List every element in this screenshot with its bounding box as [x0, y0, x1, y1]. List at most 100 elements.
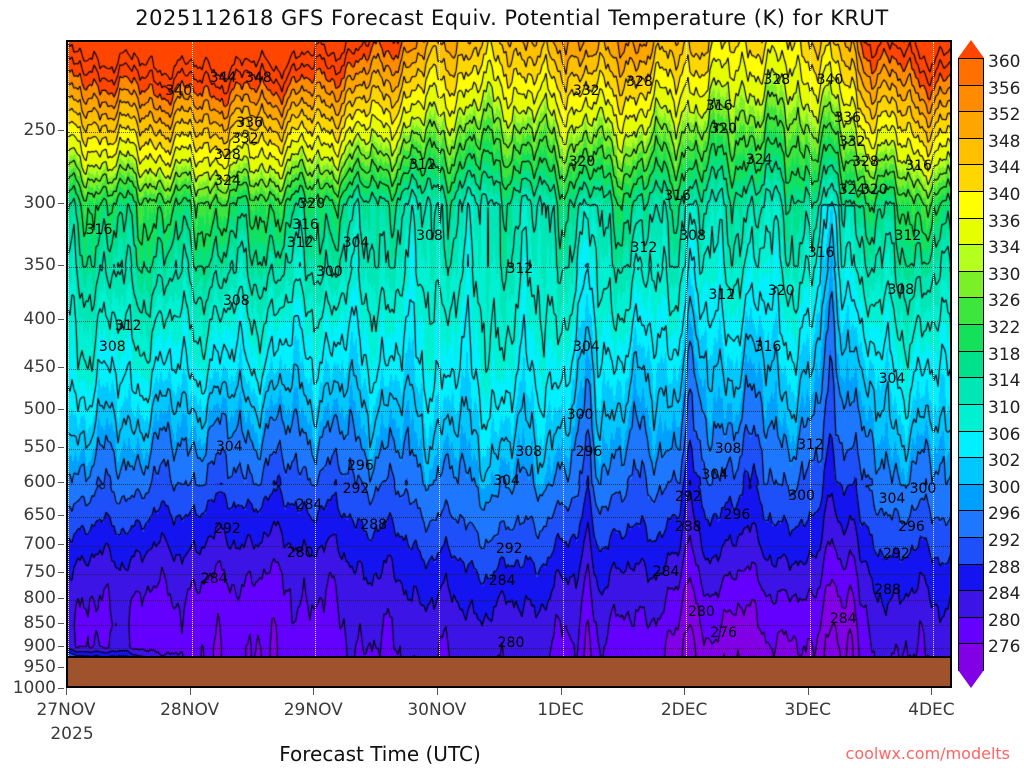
contour-label: 316 — [85, 221, 113, 238]
y-axis-tick-label: 850 — [23, 612, 56, 633]
y-axis-tick — [58, 366, 64, 368]
x-axis-tick-label: 3DEC — [784, 700, 832, 720]
colorbar-tick-label: 344 — [988, 158, 1021, 179]
gridline-horizontal — [68, 516, 950, 518]
contour-label: 312 — [797, 437, 824, 454]
contour-label: 308 — [98, 338, 126, 355]
y-axis-tick-label: 700 — [23, 534, 56, 555]
gridline-horizontal — [68, 647, 950, 649]
colorbar-swatch — [958, 563, 984, 592]
y-axis-tick — [58, 598, 64, 600]
colorbar-under-arrow — [958, 670, 984, 688]
y-axis-tick-label: 350 — [23, 255, 56, 276]
gridline-horizontal — [68, 410, 950, 412]
colorbar-tick-label: 302 — [988, 451, 1021, 472]
y-axis-tick — [58, 203, 64, 205]
contour-label: 312 — [630, 240, 658, 257]
x-axis-tick — [931, 688, 933, 695]
contour-label: 328 — [626, 74, 653, 91]
contour-label: 312 — [708, 286, 736, 303]
colorbar-swatch — [958, 457, 984, 486]
contour-label: 336 — [236, 115, 263, 131]
y-axis-tick-label: 300 — [23, 193, 56, 214]
contour-label: 320 — [767, 283, 795, 300]
credit-link[interactable]: coolwx.com/modelts — [845, 744, 1010, 763]
y-axis-tick — [58, 319, 64, 321]
colorbar-swatch — [958, 324, 984, 353]
contour-label: 304 — [572, 338, 600, 355]
gridline-horizontal — [68, 574, 950, 576]
colorbar-swatch — [958, 297, 984, 326]
colorbar-tick-label: 352 — [988, 105, 1021, 126]
gridline-vertical — [562, 42, 564, 686]
colorbar-swatch — [958, 137, 984, 166]
contour-label: 292 — [214, 521, 241, 538]
y-axis-tick — [58, 408, 64, 410]
contour-label: 284 — [200, 570, 228, 587]
y-axis-tick-label: 900 — [23, 635, 56, 656]
contour-label: 280 — [497, 635, 525, 652]
y-axis-tick-label: 650 — [23, 504, 56, 525]
contour-label: 320 — [860, 181, 888, 198]
colorbar-tick-label: 280 — [988, 610, 1021, 631]
colorbar-swatch — [958, 590, 984, 619]
y-axis-tick — [58, 667, 64, 669]
gridline-horizontal — [68, 546, 950, 548]
contour-label: 288 — [360, 516, 388, 533]
colorbar-tick-label: 300 — [988, 477, 1021, 498]
contour-label: 312 — [894, 228, 922, 245]
colorbar-tick-label: 296 — [988, 504, 1021, 525]
colorbar-tick-label: 288 — [988, 557, 1021, 578]
colorbar-tick-label: 310 — [988, 397, 1021, 418]
contour-label: 332 — [231, 131, 259, 148]
colorbar-tick-label: 292 — [988, 530, 1021, 551]
colorbar-tick-label: 318 — [988, 344, 1021, 365]
contour-label: 316 — [905, 158, 932, 175]
page-title: 2025112618 GFS Forecast Equiv. Potential… — [135, 6, 889, 30]
colorbar-swatch — [958, 430, 984, 459]
contour-label: 316 — [705, 97, 733, 114]
gridline-horizontal — [68, 624, 950, 626]
contour-label: 316 — [664, 188, 691, 205]
colorbar-tick-label: 276 — [988, 637, 1021, 658]
contour-label: 336 — [834, 110, 862, 127]
contour-label: 300 — [315, 264, 343, 281]
x-axis-tick-label: 2DEC — [660, 700, 708, 720]
colorbar-swatch — [958, 350, 984, 379]
contour-label: 292 — [674, 488, 702, 505]
colorbar-swatch — [958, 58, 984, 86]
gridline-vertical — [438, 42, 440, 686]
gridline-horizontal — [68, 267, 950, 269]
contour-label: 324 — [745, 151, 773, 168]
y-axis-tick-label: 450 — [23, 356, 56, 377]
contour-label: 280 — [688, 604, 715, 621]
x-axis: 27NOV 28NOV 29NOV 30NOV 1DEC 2DEC 3DEC 4DEC 2025 — [0, 688, 1024, 748]
contour-label: 332 — [838, 134, 866, 151]
contour-label: 320 — [710, 121, 737, 138]
contour-label: 308 — [887, 281, 915, 298]
contour-label: 308 — [416, 228, 443, 245]
contour-label: 304 — [493, 473, 520, 490]
contour-label: 328 — [763, 71, 791, 88]
y-axis: 250 300 350 400 450 500 550 600 650 700 750 800 850 9… — [0, 40, 1024, 698]
contour-label: 332 — [572, 82, 600, 99]
y-axis-tick-label: 500 — [23, 398, 56, 419]
x-axis-tick-label: 29NOV — [283, 700, 343, 720]
colorbar-tick-label: 314 — [988, 371, 1021, 392]
terrain-band — [68, 656, 950, 686]
x-axis-tick — [66, 688, 67, 695]
colorbar-swatch — [958, 643, 984, 672]
contour-label: 308 — [222, 293, 250, 310]
contour-label: 300 — [566, 406, 594, 423]
colorbar-swatch — [958, 483, 984, 512]
contour-label: 292 — [495, 540, 523, 557]
y-axis-tick-label: 800 — [23, 588, 56, 609]
colorbar-tick-label: 360 — [988, 51, 1021, 72]
gridline-horizontal — [68, 484, 950, 486]
gridline-vertical — [191, 42, 193, 686]
y-axis-tick-label: 250 — [23, 119, 56, 140]
colorbar-tick-label: 306 — [988, 424, 1021, 445]
colorbar-tick-label: 284 — [988, 584, 1021, 605]
contour-label: 288 — [874, 581, 901, 598]
y-axis-tick — [58, 265, 64, 267]
